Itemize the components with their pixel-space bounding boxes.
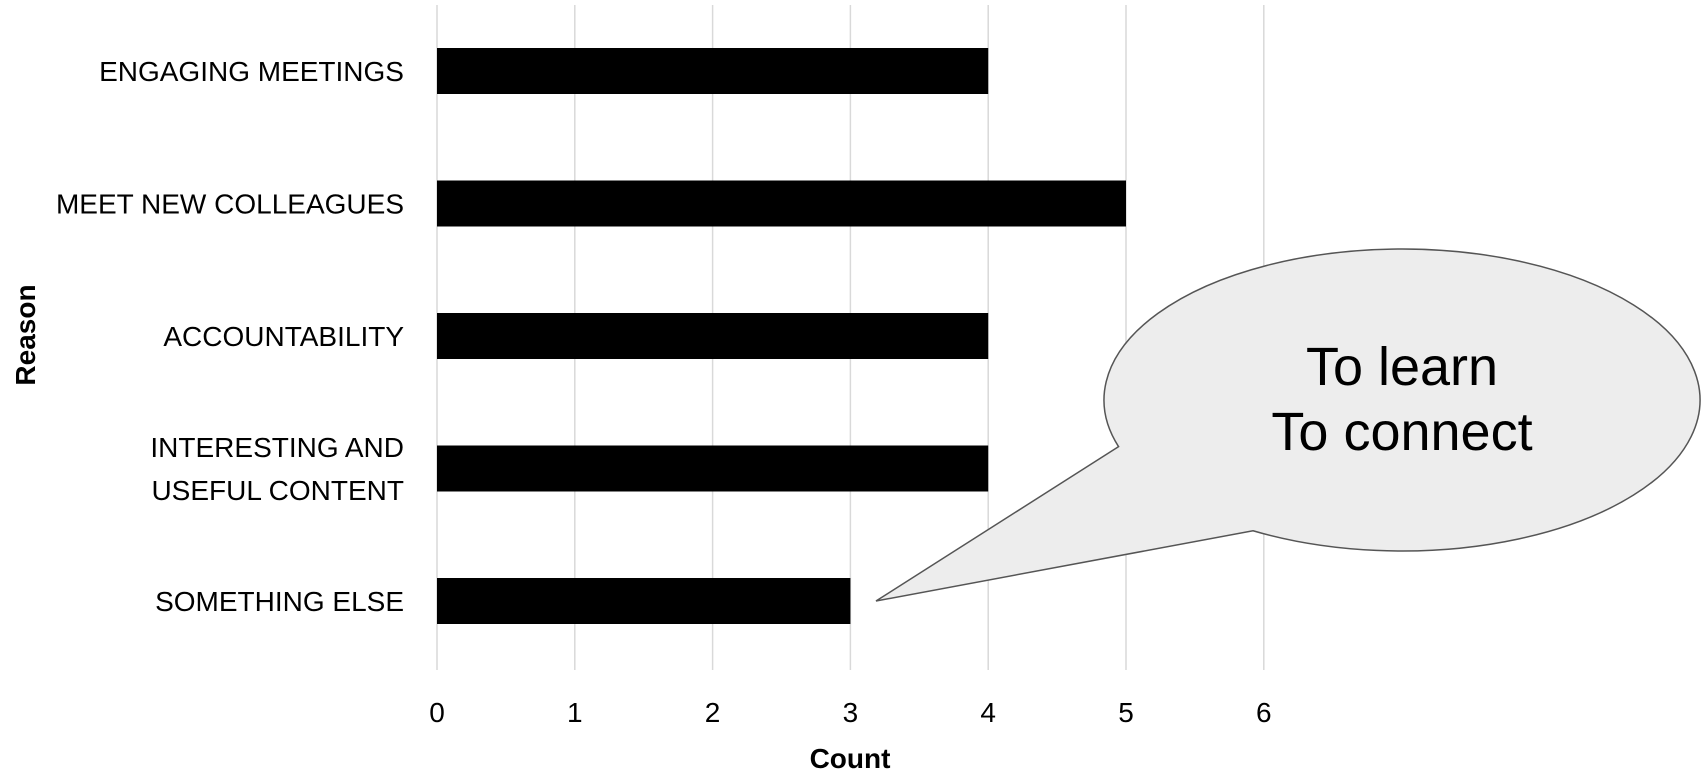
x-tick-label: 2 bbox=[705, 697, 721, 728]
category-label: SOMETHING ELSE bbox=[155, 586, 404, 617]
bars bbox=[437, 48, 1126, 624]
x-tick-label: 5 bbox=[1118, 697, 1134, 728]
x-axis-title: Count bbox=[810, 743, 891, 773]
callout-line-1: To learn bbox=[1306, 337, 1498, 397]
category-label: ENGAGING MEETINGS bbox=[99, 56, 404, 87]
bar bbox=[437, 578, 851, 624]
bar bbox=[437, 313, 989, 359]
bar bbox=[437, 445, 989, 492]
category-labels: ENGAGING MEETINGS MEET NEW COLLEAGUES ACCO… bbox=[56, 56, 404, 617]
y-axis-title: Reason bbox=[10, 284, 41, 385]
speech-bubble-shape bbox=[875, 248, 1701, 602]
x-tick-label: 4 bbox=[980, 697, 996, 728]
speech-bubble-callout: To learn To connect bbox=[875, 248, 1701, 602]
category-label: USEFUL CONTENT bbox=[151, 475, 404, 506]
x-tick-label: 1 bbox=[567, 697, 583, 728]
category-label: INTERESTING AND bbox=[150, 432, 404, 463]
category-label: ACCOUNTABILITY bbox=[163, 321, 404, 352]
x-tick-label: 6 bbox=[1256, 697, 1272, 728]
bar bbox=[437, 48, 989, 94]
callout-line-2: To connect bbox=[1271, 402, 1532, 462]
x-tick-labels: 0 1 2 3 4 5 6 bbox=[429, 697, 1271, 728]
x-tick-label: 3 bbox=[843, 697, 859, 728]
bar bbox=[437, 180, 1126, 227]
x-tick-label: 0 bbox=[429, 697, 445, 728]
category-label: MEET NEW COLLEAGUES bbox=[56, 189, 404, 220]
